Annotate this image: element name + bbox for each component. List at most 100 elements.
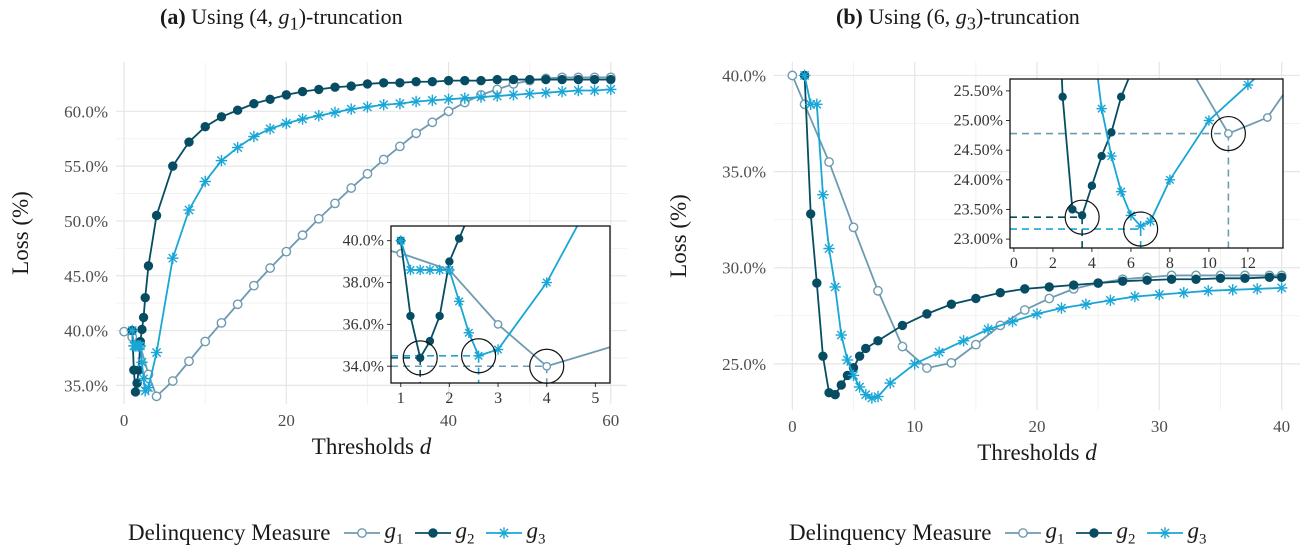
main-line-g1	[791, 75, 1282, 370]
inset-minimum-guides	[391, 354, 548, 383]
main-series-group	[787, 69, 1288, 404]
inset-y-tick-label: 24.50%	[954, 142, 1003, 159]
inset-point-g3-6	[453, 296, 465, 307]
main-point-g3-31	[491, 90, 503, 102]
x-tick-label: 30	[1151, 417, 1168, 436]
min-highlight-circle-g2	[402, 340, 438, 376]
inset-y-tick-label: 40.0%	[343, 233, 384, 250]
main-point-g2-2	[812, 278, 822, 288]
inset-point-g3-0	[395, 235, 406, 246]
y-tick-label: 35.0%	[722, 163, 766, 182]
main-point-g3-17	[982, 323, 994, 335]
inset-point-g1-8	[932, 222, 939, 229]
main-point-g1-0	[787, 70, 798, 81]
main-point-g3-13	[199, 175, 211, 188]
inset-point-g3-15	[1242, 79, 1254, 91]
main-point-g1-19	[394, 141, 405, 152]
main-point-g3-10	[150, 346, 163, 359]
inset-point-g3-12	[736, 5, 746, 15]
inset-point-g3-5	[444, 264, 455, 276]
main-point-g3-28	[442, 93, 455, 105]
y-axis-label: Loss (%)	[666, 194, 691, 278]
main-series-group	[119, 72, 617, 402]
inset-point-g3-9	[1115, 186, 1127, 197]
inset-y-tick-label: 34.0%	[343, 358, 384, 375]
main-point-g3-7	[137, 373, 150, 385]
inset-panel: 1 2 3 4 5 34.0% 36.0% 38.0% 40.0%	[343, 5, 939, 407]
main-point-g3-34	[540, 86, 552, 99]
legend-key-g2	[415, 528, 452, 538]
main-point-g2-16	[249, 98, 259, 109]
main-point-g2-27	[1264, 272, 1275, 283]
x-axis-label: Thresholds d	[312, 434, 432, 459]
inset-point-g2-5	[1077, 211, 1087, 220]
main-point-g2-5	[830, 389, 840, 400]
main-point-g2-26	[411, 77, 421, 87]
main-point-g3-26	[410, 95, 422, 108]
inset-frame	[1009, 78, 1284, 249]
main-point-g2-19	[297, 86, 308, 97]
inset-point-g3-6	[1087, 26, 1097, 36]
legend-label-g1: g1	[1045, 518, 1065, 548]
main-point-g3-37	[588, 84, 601, 97]
inset-y-tick-label: 23.00%	[954, 231, 1003, 248]
main-point-g2-26	[1240, 273, 1250, 283]
main-point-g3-27	[1227, 284, 1239, 296]
inset-point-g2-10	[543, 17, 550, 24]
main-point-g2-21	[330, 82, 340, 92]
main-point-g2-9	[143, 261, 154, 271]
inset-point-g2-2	[416, 353, 425, 363]
main-point-g2-28	[1276, 272, 1287, 283]
main-point-g1-9	[232, 299, 243, 310]
main-point-g1-6	[922, 363, 932, 373]
inset-point-g1-7	[835, 258, 842, 265]
main-point-g2-20	[1093, 278, 1103, 288]
legend-item-g3: g3	[484, 518, 545, 549]
inset-point-g3-7	[1096, 103, 1107, 114]
main-point-g3-0	[798, 69, 811, 82]
main-point-g3-21	[1080, 298, 1092, 310]
main-point-g1-2	[824, 157, 834, 167]
inset-point-g2-9	[494, 113, 501, 120]
inset-point-g2-8	[1107, 128, 1116, 137]
main-point-g2-37	[589, 74, 600, 85]
main-point-g2-15	[971, 293, 981, 304]
main-point-g1-7	[946, 357, 957, 368]
main-point-g1-3	[848, 222, 859, 233]
main-point-g1-6	[184, 356, 194, 367]
inset-x-tick-label: 0	[1010, 255, 1018, 272]
main-point-g3-22	[345, 103, 357, 115]
y-tick-label: 25.0%	[722, 355, 766, 374]
inset-x-tick-label: 12	[1240, 255, 1256, 272]
main-point-g1-0	[119, 326, 130, 337]
inset-point-g2-9	[1116, 92, 1126, 101]
y-tick-label: 60.0%	[64, 102, 108, 121]
main-point-g2-15	[232, 105, 243, 115]
main-point-g2-17	[265, 94, 275, 104]
main-point-g2-23	[362, 79, 373, 89]
legend-item-g2: g2	[1074, 518, 1135, 549]
legend-key-g3	[486, 527, 523, 539]
main-point-g1-5	[897, 341, 908, 352]
legend-key-g1	[1005, 528, 1042, 539]
main-point-g1-8	[970, 339, 981, 350]
inset-point-g1-7	[1263, 113, 1272, 122]
inset-y-tick-label: 24.00%	[954, 172, 1003, 189]
y-tick-label: 55.0%	[64, 157, 108, 176]
min-highlight-circle-g3	[461, 338, 497, 374]
inset-point-g2-8	[475, 174, 482, 181]
main-point-g2-7	[138, 312, 149, 323]
y-tick-label: 50.0%	[64, 212, 108, 231]
y-tick-label: 35.0%	[64, 376, 108, 395]
inset-background	[1010, 79, 1283, 248]
main-point-g1-5	[167, 376, 178, 386]
inset-point-g1-5	[1186, 63, 1193, 70]
inset-x-tick-label: 8	[1166, 255, 1174, 272]
main-point-g1-18	[378, 154, 389, 165]
main-point-g3-9	[142, 381, 155, 394]
main-point-g3-12	[183, 204, 195, 216]
main-point-g3-23	[361, 101, 374, 113]
main-point-g3-12	[872, 390, 884, 403]
legend-label-g2: g2	[455, 518, 475, 548]
